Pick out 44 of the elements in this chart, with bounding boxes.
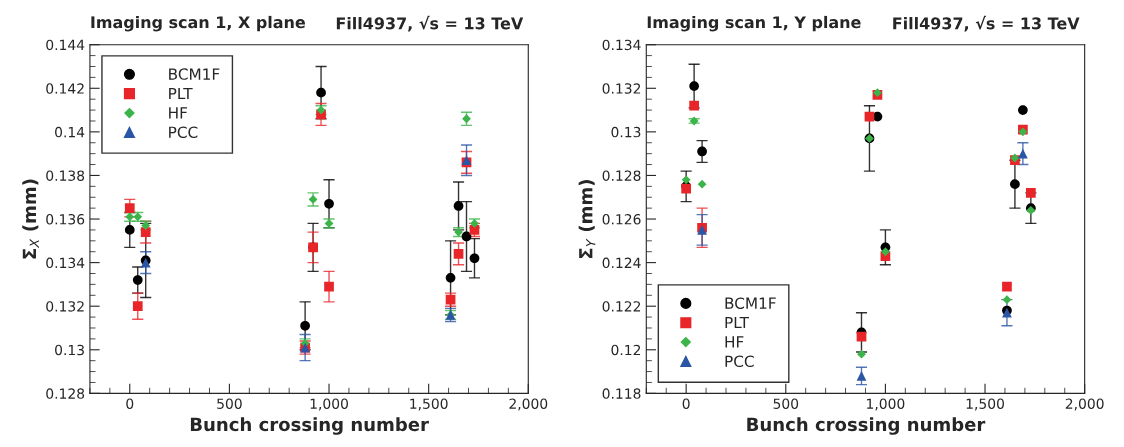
x-tick-label: 0 xyxy=(682,398,690,409)
x-tick-label: 1,500 xyxy=(966,398,1004,411)
y-tick-label: 0.144 xyxy=(46,39,85,51)
y-tick-label: 0.142 xyxy=(46,83,84,94)
y-tick-label: 0.132 xyxy=(46,301,84,312)
y-tick-label: 0.134 xyxy=(602,39,641,51)
x-tick-label: 1,500 xyxy=(410,398,448,411)
chart-title: Imaging scan 1, Y plane xyxy=(647,15,861,32)
y-tick-label: 0.134 xyxy=(46,257,85,269)
legend-label: PCC xyxy=(725,355,754,368)
x-tick-label: 2,000 xyxy=(1065,398,1104,411)
legend-label: PCC xyxy=(169,126,198,138)
y-tick-label: 0.128 xyxy=(602,170,641,181)
y-tick-label: 0.13 xyxy=(55,344,84,356)
y-tick-label: 0.118 xyxy=(602,388,641,399)
y-tick-label: 0.126 xyxy=(602,214,641,225)
y-tick-label: 0.14 xyxy=(55,126,85,138)
x-tick-label: 500 xyxy=(217,398,242,409)
x-axis-title: Bunch crossing number xyxy=(747,417,986,435)
chart-subtitle: Fill4937, √s = 13 TeV xyxy=(893,15,1080,32)
legend-label: BCM1F xyxy=(725,297,776,309)
x-axis-title: Bunch crossing number xyxy=(190,417,429,435)
y-axis-title: Σ$_{X}$ (mm) xyxy=(22,179,39,259)
y-tick-label: 0.128 xyxy=(46,388,85,399)
chart-title: Imaging scan 1, X plane xyxy=(91,15,305,32)
legend-label: BCM1F xyxy=(169,68,220,80)
y-tick-label: 0.124 xyxy=(602,257,641,269)
x-tick-label: 0 xyxy=(126,398,134,409)
y-tick-label: 0.132 xyxy=(602,83,641,94)
legend-label: HF xyxy=(725,336,744,348)
legend-label: PLT xyxy=(725,316,750,329)
legend-label: PLT xyxy=(169,87,193,100)
x-tick-label: 1,000 xyxy=(310,398,348,411)
y-tick-label: 0.136 xyxy=(46,214,85,225)
y-axis-title: Σ$_{Y}$ (mm) xyxy=(578,180,596,258)
y-tick-label: 0.12 xyxy=(611,344,641,356)
chart-subtitle: Fill4937, √s = 13 TeV xyxy=(336,15,524,32)
x-tick-label: 1,000 xyxy=(867,398,905,411)
y-tick-label: 0.13 xyxy=(611,126,641,138)
x-tick-label: 500 xyxy=(773,398,799,409)
y-tick-label: 0.138 xyxy=(46,170,85,181)
x-tick-label: 2,000 xyxy=(509,398,548,411)
y-tick-label: 0.122 xyxy=(602,301,641,312)
legend-label: HF xyxy=(169,107,188,119)
